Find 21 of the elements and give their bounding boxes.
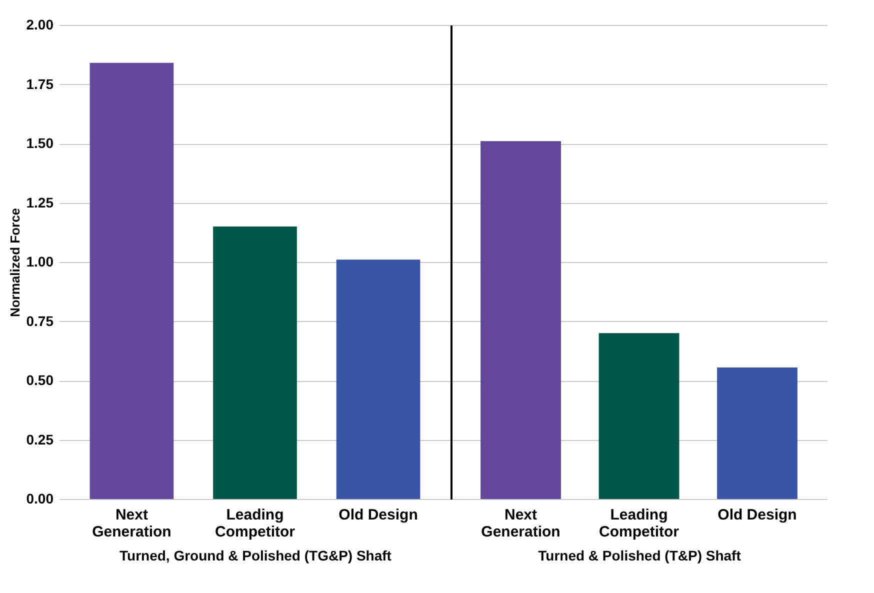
bar xyxy=(336,260,420,499)
y-tick-label: 2.00 xyxy=(26,16,54,32)
x-tick-label: Leading Competitor xyxy=(215,506,296,540)
x-tick-label: Old Design xyxy=(718,506,797,524)
y-tick-label: 1.50 xyxy=(26,135,54,151)
y-tick-label: 1.25 xyxy=(26,194,54,210)
bar xyxy=(213,226,297,499)
x-tick-label: Next Generation xyxy=(92,506,172,540)
y-axis-title: Normalized Force xyxy=(7,208,22,318)
bar xyxy=(90,62,174,499)
y-tick-label: 0.25 xyxy=(26,431,54,448)
y-tick-label: 0.00 xyxy=(26,490,54,506)
y-tick-label: 1.75 xyxy=(26,76,54,92)
x-tick-label: Next Generation xyxy=(481,506,560,540)
x-axis-title: Turned & Polished (T&P) Shaft xyxy=(538,548,742,564)
x-axis-title: Turned, Ground & Polished (TG&P) Shaft xyxy=(120,548,392,564)
x-tick-label: Old Design xyxy=(338,506,418,524)
x-tick-label: Leading Competitor xyxy=(599,506,680,540)
y-tick-label: 0.50 xyxy=(26,372,54,388)
y-tick-label: 0.75 xyxy=(26,312,54,329)
y-tick-label: 1.00 xyxy=(26,254,54,270)
